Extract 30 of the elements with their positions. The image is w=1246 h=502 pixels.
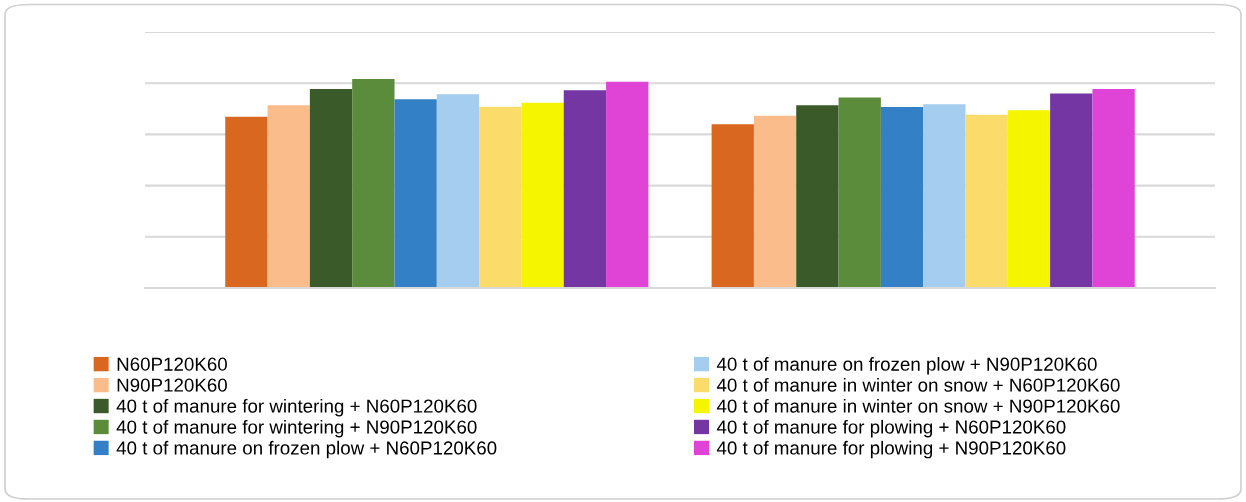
legend-label: N60P120K60 <box>117 357 227 371</box>
bar <box>711 124 754 288</box>
legend-label: 40 t of manure for plowing + N90P120K60 <box>716 440 1066 459</box>
bar <box>1007 110 1051 288</box>
bar <box>479 106 522 288</box>
bar <box>1050 93 1093 288</box>
bar <box>309 89 353 288</box>
bar <box>563 90 607 288</box>
bar <box>225 116 268 288</box>
legend-label: 40 t of manure in winter on snow + N90P120K60 <box>716 398 1120 413</box>
bar <box>880 107 924 288</box>
bar <box>606 81 649 288</box>
bar <box>965 114 1008 288</box>
bar <box>1092 89 1135 288</box>
legend-label: 40 t of manure in winter on snow + N60P120K60 <box>716 377 1120 392</box>
bar <box>394 99 437 288</box>
bar <box>923 104 966 288</box>
bar <box>352 79 395 288</box>
bar <box>267 105 310 288</box>
legend-label: N90P120K60 <box>117 378 227 392</box>
legend-label: 40 t of manure on frozen plow + N60P120K60 <box>116 440 497 459</box>
bar <box>753 115 797 288</box>
legend-label: 40 t of manure for plowing + N60P120K60 <box>716 419 1066 438</box>
legend-label: 40 t of manure for wintering + N60P120K60 <box>116 398 477 417</box>
bar <box>838 97 881 288</box>
bar <box>521 102 564 288</box>
legend-label: 40 t of manure on frozen plow + N90P120K60 <box>716 357 1097 375</box>
legend-label: 40 t of manure for wintering + N90P120K60 <box>116 419 477 438</box>
bar <box>796 105 839 288</box>
bar <box>436 94 480 288</box>
